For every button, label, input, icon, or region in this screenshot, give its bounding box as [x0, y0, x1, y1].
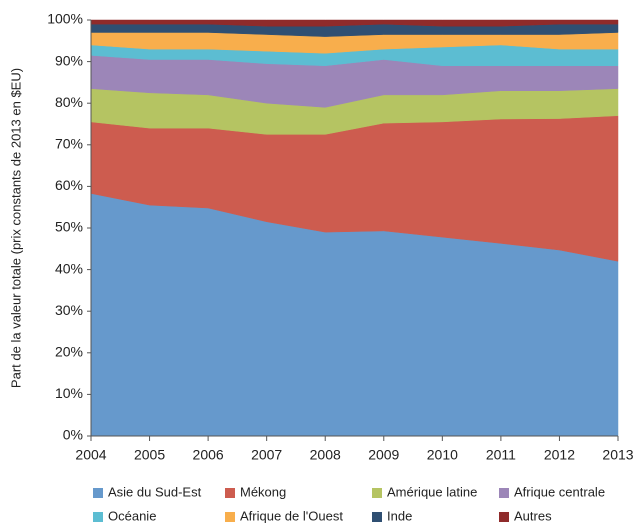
legend-label: Afrique centrale	[514, 484, 605, 499]
x-tick-label: 2004	[75, 447, 106, 463]
legend-label: Océanie	[108, 508, 156, 523]
legend-swatch	[225, 512, 235, 522]
y-tick-label: 90%	[55, 52, 83, 68]
y-tick-label: 10%	[55, 385, 83, 401]
legend-label: Mékong	[240, 484, 286, 499]
x-tick-label: 2006	[193, 447, 224, 463]
y-tick-label: 80%	[55, 94, 83, 110]
legend-swatch	[499, 512, 509, 522]
y-tick-label: 20%	[55, 344, 83, 360]
legend-swatch	[225, 488, 235, 498]
x-tick-label: 2008	[310, 447, 341, 463]
y-tick-label: 30%	[55, 302, 83, 318]
legend-label: Inde	[387, 508, 412, 523]
legend-label: Amérique latine	[387, 484, 477, 499]
y-tick-label: 0%	[63, 427, 83, 443]
y-tick-label: 40%	[55, 260, 83, 276]
x-tick-label: 2009	[368, 447, 399, 463]
x-tick-label: 2012	[544, 447, 575, 463]
y-tick-label: 50%	[55, 219, 83, 235]
legend-label: Asie du Sud-Est	[108, 484, 202, 499]
area	[90, 19, 619, 27]
legend-swatch	[372, 512, 382, 522]
legend-swatch	[372, 488, 382, 498]
legend-label: Autres	[514, 508, 552, 523]
y-axis-label: Part de la valeur totale (prix constants…	[8, 68, 23, 388]
legend-label: Afrique de l'Ouest	[240, 508, 343, 523]
y-tick-label: 60%	[55, 177, 83, 193]
x-tick-label: 2013	[602, 447, 633, 463]
x-tick-label: 2011	[486, 447, 516, 463]
legend-swatch	[93, 512, 103, 522]
legend-swatch	[93, 488, 103, 498]
x-tick-label: 2005	[134, 447, 165, 463]
x-tick-label: 2007	[251, 447, 282, 463]
x-tick-label: 2010	[427, 447, 458, 463]
y-tick-label: 100%	[47, 11, 83, 27]
legend-swatch	[499, 488, 509, 498]
y-tick-label: 70%	[55, 136, 83, 152]
